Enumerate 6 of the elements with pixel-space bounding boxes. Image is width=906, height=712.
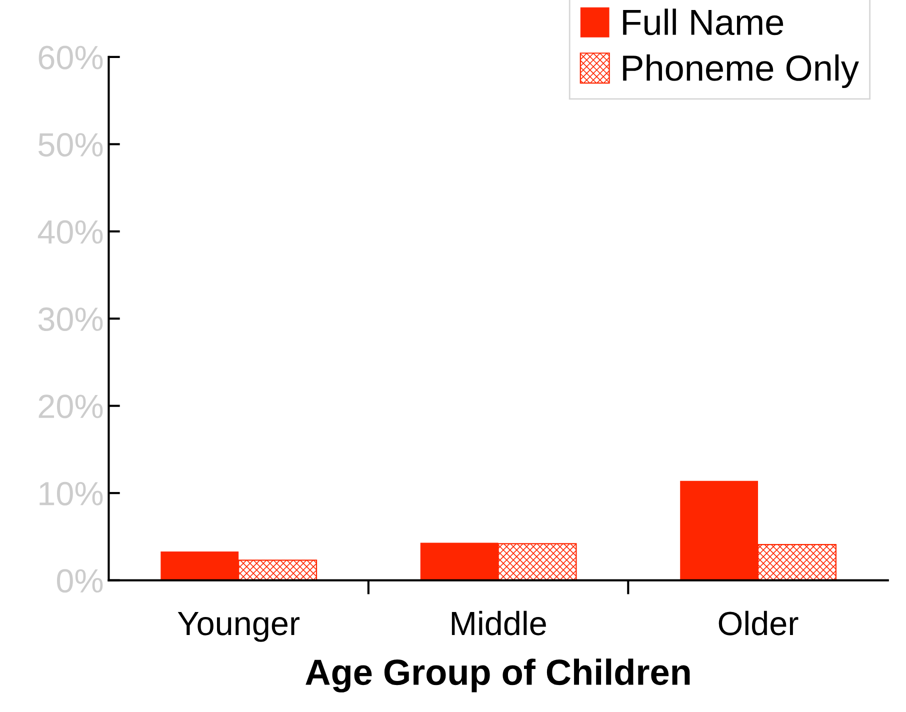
x-tick-label: Middle xyxy=(452,610,546,636)
legend-label: Phoneme Only xyxy=(623,54,859,88)
x-axis-title: Age Group of Children xyxy=(306,658,690,692)
legend-label: Full Name xyxy=(623,8,784,36)
x-tick-label: Younger xyxy=(178,612,300,642)
x-tick-label: Older xyxy=(718,610,798,636)
